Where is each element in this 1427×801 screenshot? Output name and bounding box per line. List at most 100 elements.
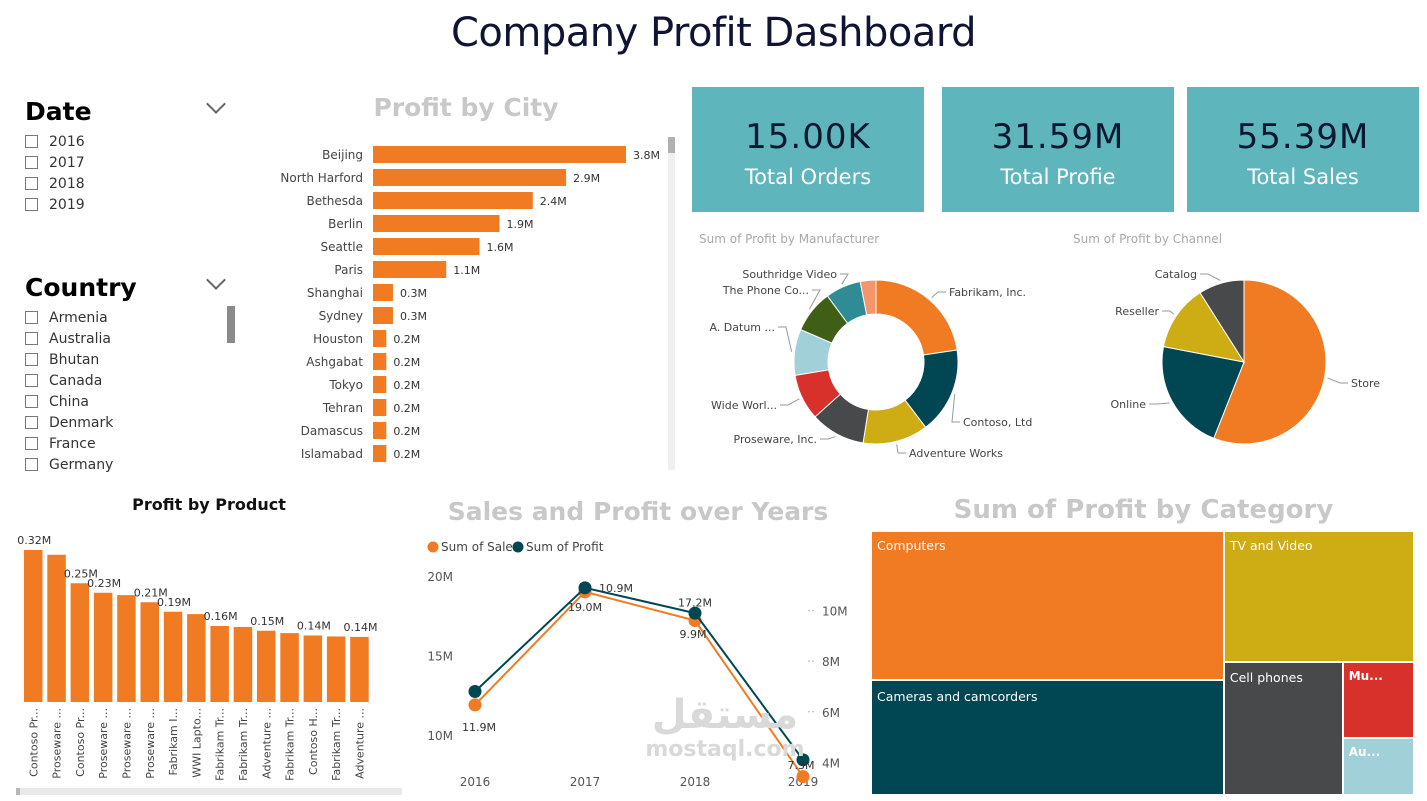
right-axis-tick-label: 6M — [822, 706, 840, 720]
checkbox[interactable] — [25, 395, 38, 408]
watermark-arabic: مستقل — [651, 692, 799, 738]
slice — [1161, 346, 1245, 439]
product-category-label: Proseware ... — [97, 708, 110, 779]
city-label: Islamabad — [301, 447, 363, 461]
checkbox[interactable] — [25, 353, 38, 366]
city-bar — [373, 330, 387, 347]
city-bar — [373, 169, 567, 186]
slice-label: Southridge Video — [742, 268, 837, 281]
product-value-label: 0.23M — [87, 577, 121, 590]
city-bar — [373, 376, 387, 393]
scroll-thumb — [16, 788, 20, 795]
date-option[interactable]: 2016 — [25, 131, 230, 152]
checkbox[interactable] — [25, 135, 38, 148]
city-value-label: 0.2M — [393, 333, 420, 346]
checkbox[interactable] — [25, 177, 38, 190]
product-value-label: 0.32M — [17, 534, 51, 547]
checkbox[interactable] — [25, 198, 38, 211]
profit-by-channel-chart: Sum of Profit by Channel Store Online Resel… — [1073, 232, 1380, 445]
country-option[interactable]: France — [25, 433, 237, 454]
slicer-scrollbar[interactable] — [227, 306, 235, 343]
city-label: Paris — [334, 263, 363, 277]
product-bar — [93, 592, 113, 702]
country-option[interactable]: China — [25, 391, 237, 412]
product-bar — [210, 626, 229, 702]
city-value-label: 3.8M — [633, 149, 660, 162]
country-option[interactable]: Bhutan — [25, 349, 237, 370]
treemap-tile: Au... — [1343, 738, 1413, 794]
city-label: Berlin — [328, 217, 363, 231]
leader-line — [820, 436, 836, 440]
right-axis-tick-label: 4M — [822, 756, 840, 770]
country-option[interactable]: Australia — [25, 328, 237, 349]
checkbox[interactable] — [25, 156, 38, 169]
series-point — [688, 606, 702, 620]
checkbox[interactable] — [25, 311, 38, 324]
product-category-label: Fabrikam Tr... — [284, 708, 297, 781]
leader-line — [931, 291, 946, 299]
sales-profit-years-chart: Sales and Profit over Years Sum of Sales S… — [427, 497, 848, 789]
profit-by-city-chart: Profit by City Beijing 3.8M North Harford 2.… — [280, 93, 675, 470]
right-axis-tick-label: 10M — [822, 605, 848, 619]
date-option[interactable]: 2018 — [25, 173, 230, 194]
slice-label: Proseware, Inc. — [734, 433, 818, 446]
checkbox[interactable] — [25, 332, 38, 345]
product-category-label: Fabrikam Tr... — [330, 708, 343, 781]
city-bar — [373, 445, 387, 462]
product-bar — [326, 636, 346, 702]
profit-data-label: 9.9M — [680, 628, 707, 641]
product-bar — [163, 611, 183, 702]
sales-data-label: 11.9M — [462, 721, 496, 734]
left-axis-tick-label: 10M — [427, 729, 453, 743]
product-bar — [70, 583, 90, 702]
checkbox[interactable] — [25, 437, 38, 450]
profit-data-label: 7.3M — [788, 759, 815, 772]
product-category-label: Proseware ... — [144, 708, 157, 779]
city-bar — [373, 261, 447, 278]
slice-label: Wide Worl... — [711, 399, 777, 412]
checkbox[interactable] — [25, 416, 38, 429]
date-option[interactable]: 2019 — [25, 194, 230, 215]
product-bar — [280, 633, 299, 702]
checkbox[interactable] — [25, 458, 38, 471]
checkbox[interactable] — [25, 374, 38, 387]
leader-line — [840, 273, 849, 285]
city-label: Damascus — [301, 424, 363, 438]
treemap-tile-label: Cameras and camcorders — [877, 688, 1038, 704]
profit-by-category-treemap: Computers Cameras and camcorders TV and Vi… — [872, 532, 1415, 796]
country-slicer-title: Country — [25, 273, 137, 302]
product-bar — [233, 626, 253, 702]
legend-marker — [512, 541, 524, 553]
product-category-label: Contoso Pr... — [74, 708, 87, 777]
country-option[interactable]: Germany — [25, 454, 237, 473]
city-label: Seattle — [321, 240, 363, 254]
slice — [859, 279, 877, 316]
country-option[interactable]: Denmark — [25, 412, 237, 433]
treemap-tile-label: TV and Video — [1229, 538, 1313, 553]
series-point — [796, 770, 810, 784]
city-label: Shanghai — [307, 286, 363, 300]
watermark: مستقل mostaql.com — [625, 693, 825, 763]
city-value-label: 2.4M — [540, 195, 567, 208]
country-option[interactable]: Canada — [25, 370, 237, 391]
city-value-label: 0.2M — [393, 425, 420, 438]
treemap-tile: Cell phones — [1224, 662, 1342, 794]
city-value-label: 0.2M — [393, 356, 420, 369]
treemap-tile: Mu... — [1343, 662, 1413, 737]
country-option[interactable]: Armenia — [25, 307, 237, 328]
slice-label: Reseller — [1115, 305, 1159, 318]
city-bar — [373, 422, 387, 439]
slice-label: Fabrikam, Inc. — [949, 286, 1026, 299]
product-category-label: WWI Lapto... — [190, 708, 203, 778]
leader-line — [951, 394, 960, 423]
city-label: Sydney — [319, 309, 363, 323]
profit-by-category-title: Sum of Profit by Category — [953, 495, 1334, 525]
series-point — [578, 581, 592, 595]
series-line — [474, 590, 804, 778]
leader-line — [1162, 310, 1175, 315]
watermark-latin: mostaql.com — [645, 737, 805, 762]
product-bar — [257, 630, 276, 702]
date-option[interactable]: 2017 — [25, 152, 230, 173]
product-category-label: Fabrikam I... — [167, 708, 180, 775]
leader-line — [809, 289, 821, 310]
